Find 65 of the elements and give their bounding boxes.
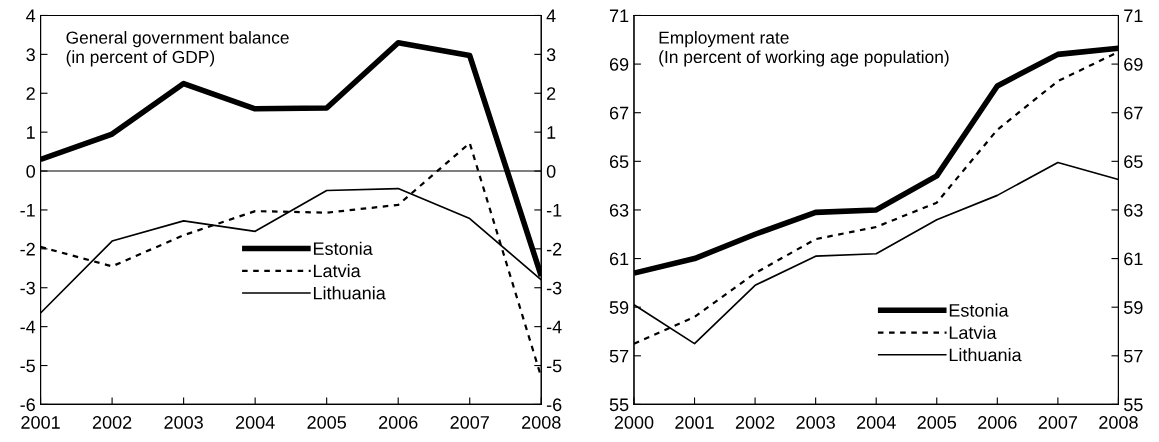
- y-tick-label: 63: [609, 203, 629, 217]
- legend-label: Latvia: [313, 264, 361, 278]
- x-tick-label: 2007: [450, 416, 489, 429]
- y-tick-label: 1: [27, 126, 35, 139]
- y2-tick-label: -1: [546, 204, 562, 217]
- x-tick-label: 2001: [675, 416, 714, 429]
- y-tick-label: 57: [609, 349, 629, 363]
- y2-tick-label: 57: [1124, 349, 1143, 363]
- x-tick-label: 2008: [1099, 416, 1138, 429]
- legend-label: Estonia: [949, 303, 1009, 317]
- y-tick-label: 55: [609, 398, 629, 412]
- y2-tick-label: 0: [546, 164, 556, 178]
- y-tick-label: -3: [20, 281, 35, 295]
- y2-tick-label: -2: [546, 242, 562, 256]
- y-tick-label: 3: [26, 48, 35, 62]
- legend-label: Estonia: [313, 241, 373, 256]
- x-tick-label: 2006: [379, 416, 418, 429]
- y-tick-label: 59: [609, 301, 629, 314]
- y2-tick-label: 65: [1124, 155, 1143, 169]
- y2-tick-label: -5: [546, 359, 562, 373]
- x-tick-label: 2001: [21, 416, 60, 429]
- y2-tick-label: -3: [546, 281, 562, 295]
- y2-tick-label: 3: [546, 48, 556, 62]
- legend-label: Lithuania: [949, 348, 1022, 362]
- x-tick-label: 2006: [978, 416, 1017, 429]
- x-tick-label: 2005: [917, 416, 957, 429]
- y2-tick-label: 1: [547, 126, 556, 139]
- y2-tick-label: 59: [1124, 301, 1143, 314]
- y-tick-label: 61: [609, 252, 629, 266]
- y2-tick-label: 61: [1124, 252, 1143, 266]
- x-tick-label: 2003: [164, 416, 203, 429]
- y2-tick-label: -4: [546, 320, 562, 334]
- x-tick-label: 2003: [796, 416, 835, 429]
- y-tick-label: 4: [26, 9, 36, 23]
- y-tick-label: -6: [20, 398, 35, 412]
- x-tick-label: 2004: [857, 416, 896, 429]
- y-tick-label: -2: [20, 242, 35, 256]
- y-tick-label: -4: [20, 320, 36, 334]
- y-tick-label: 67: [609, 106, 629, 120]
- y-tick-label: 71: [609, 9, 629, 23]
- y2-tick-label: 63: [1124, 203, 1143, 217]
- text: General government balance (in percent of GDP): [66, 31, 289, 67]
- y-tick-label: 2: [26, 87, 35, 100]
- y2-tick-label: -6: [546, 398, 562, 412]
- x-tick-label: 2008: [522, 416, 561, 429]
- y2-tick-label: 55: [1124, 398, 1143, 412]
- y-tick-label: 69: [609, 58, 629, 71]
- y-tick-label: -1: [20, 204, 35, 217]
- x-tick-label: 2000: [614, 416, 654, 429]
- y-tick-label: 0: [26, 164, 35, 178]
- y2-tick-label: 69: [1124, 58, 1143, 71]
- y2-tick-label: 4: [546, 9, 556, 23]
- legend-label: Lithuania: [313, 286, 386, 300]
- x-tick-label: 2002: [735, 416, 775, 429]
- x-tick-label: 2002: [92, 416, 132, 429]
- x-tick-label: 2005: [307, 416, 346, 429]
- y-tick-label: -5: [20, 359, 35, 373]
- y2-tick-label: 67: [1124, 106, 1143, 120]
- y-tick-label: 65: [609, 155, 629, 169]
- y2-tick-label: 2: [547, 87, 556, 100]
- x-tick-label: 2007: [1038, 416, 1078, 429]
- y2-tick-label: 71: [1124, 9, 1143, 23]
- text: Employment rate (In percent of working age population): [659, 31, 949, 67]
- legend-label: Latvia: [949, 325, 997, 340]
- x-tick-label: 2004: [235, 416, 275, 429]
